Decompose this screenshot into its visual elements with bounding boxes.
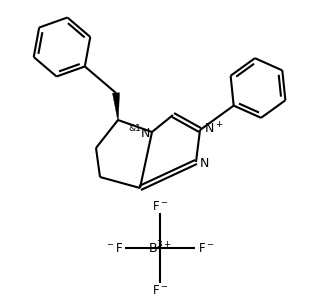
Text: $^-$F: $^-$F	[105, 241, 123, 254]
Polygon shape	[113, 93, 119, 120]
Text: F$^-$: F$^-$	[152, 283, 168, 297]
Text: N: N	[200, 156, 209, 169]
Text: &1: &1	[128, 124, 141, 132]
Text: N$^+$: N$^+$	[204, 121, 224, 137]
Text: N: N	[140, 127, 150, 140]
Text: B$^{3+}$: B$^{3+}$	[148, 240, 172, 256]
Text: F$^-$: F$^-$	[198, 241, 214, 254]
Text: F$^-$: F$^-$	[152, 200, 168, 213]
